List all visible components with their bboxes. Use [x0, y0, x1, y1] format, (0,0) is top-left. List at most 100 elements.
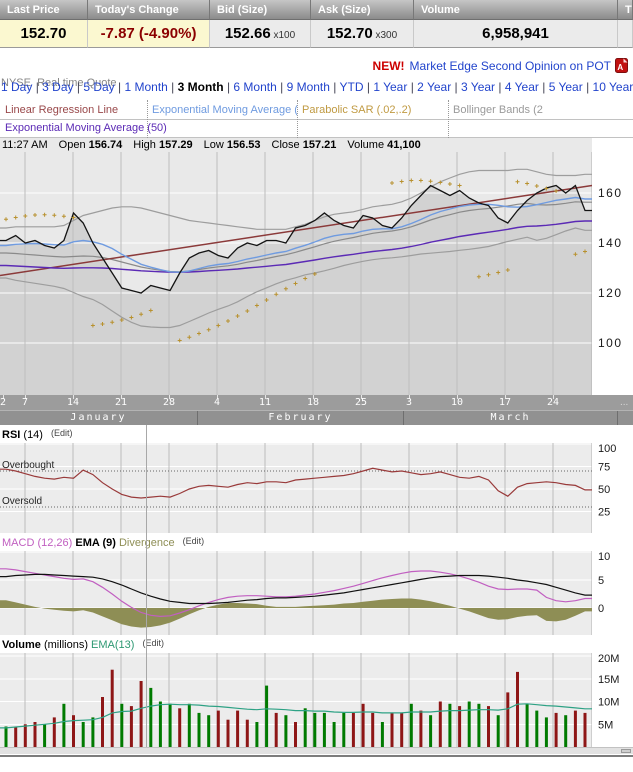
legend-linear-regression-line[interactable]: Linear Regression Line	[5, 104, 119, 116]
date-tick	[265, 395, 266, 399]
quote-size-bid-size: x100	[270, 30, 296, 41]
date-tick	[73, 395, 74, 399]
date-label-3: 3	[405, 397, 413, 408]
period-3-day[interactable]: 3 Day	[42, 80, 74, 94]
period-2-year[interactable]: 2 Year	[417, 80, 452, 94]
date-axis-band: 2 7 14 21 28 4 11 18 25 3 10 17 24...	[0, 395, 633, 410]
legend-exponential-moving-average-50[interactable]: Exponential Moving Average (50)	[5, 122, 167, 134]
period-5-year[interactable]: 5 Year	[548, 80, 583, 94]
date-tick	[361, 395, 362, 399]
bollinger-upper-line	[0, 168, 592, 230]
price-line	[0, 184, 592, 294]
quote-header-ask-size: Ask (Size)	[311, 0, 414, 20]
ohlc-time: 11:27 AM	[2, 139, 48, 151]
period-3-year[interactable]: 3 Year	[461, 80, 496, 94]
period-1-day[interactable]: 1 Day	[1, 80, 33, 94]
date-label-28: 28	[162, 397, 176, 408]
legend-parabolic-sar-02-2[interactable]: Parabolic SAR (.02,.2)	[302, 104, 412, 116]
quote-header-t: T	[618, 0, 633, 20]
macd-panel: 10 5 0	[0, 551, 633, 635]
period-5-day[interactable]: 5 Day	[83, 80, 115, 94]
date-label-11: 11	[258, 397, 272, 408]
volume-ema13-line	[0, 703, 592, 729]
rsi-panel: Overbought Oversold 100 75 50 25	[0, 443, 633, 533]
new-badge: NEW!	[372, 58, 405, 73]
date-tick	[313, 395, 314, 399]
time-range-tabs: 1 Day | 3 Day | 5 Day | 1 Month | 3 Mont…	[1, 80, 633, 94]
date-label-4: 4	[213, 397, 221, 408]
oversold-line-label: Oversold	[2, 496, 42, 507]
date-label-7: 7	[21, 397, 29, 408]
quote-column-volume: Volume 6,958,941	[414, 0, 618, 48]
date-label-10: 10	[450, 397, 464, 408]
table-cell-divider	[146, 425, 147, 747]
period-6-month[interactable]: 6 Month	[233, 80, 277, 94]
y-axis-label-100: 100	[598, 443, 616, 455]
period-separator: |	[329, 80, 340, 94]
legend-divider	[147, 100, 148, 138]
edit-rsi-link[interactable]: (Edit)	[50, 428, 73, 438]
panel-title-millions: (millions)	[40, 639, 88, 651]
quote-value-last-price: 152.70	[0, 20, 88, 48]
quote-header-volume: Volume	[414, 0, 618, 20]
month-january: January	[0, 411, 198, 425]
quote-value-bid-size: 152.66 x100	[210, 20, 311, 48]
rsi-line	[0, 467, 592, 499]
quote-header-today-s-change: Today's Change	[88, 0, 210, 20]
month-axis-band: January February March	[0, 410, 633, 425]
date-tick	[217, 395, 218, 399]
volume-panel: 20M 15M 10M 5M	[0, 653, 633, 747]
quote-header-bid-size: Bid (Size)	[210, 0, 311, 20]
macd-line	[0, 568, 592, 618]
period-1-year[interactable]: 1 Year	[373, 80, 408, 94]
macd-panel-header: MACD (12,26) EMA (9) Divergence(Edit)	[0, 533, 633, 551]
period-separator: |	[32, 80, 43, 94]
period-separator: |	[582, 80, 593, 94]
quote-column-ask-size: Ask (Size) 152.70 x300	[311, 0, 414, 48]
period-4-year[interactable]: 4 Year	[504, 80, 539, 94]
quote-value-today-s-change: -7.87 (-4.90%)	[88, 20, 210, 48]
legend-bollinger-bands-2[interactable]: Bollinger Bands (2	[453, 104, 543, 116]
ohlc-volume-label: Volume	[347, 139, 388, 151]
bollinger-lower-line	[0, 227, 592, 329]
pdf-icon[interactable]: A	[615, 58, 628, 73]
legend-exponential-moving-average-13[interactable]: Exponential Moving Average (13)	[152, 104, 297, 116]
period-9-month[interactable]: 9 Month	[286, 80, 330, 94]
panel-title-ema-13: EMA(13)	[87, 639, 135, 651]
date-label-21: 21	[114, 397, 128, 408]
edit-macd-link[interactable]: (Edit)	[182, 536, 205, 546]
ohlc-volume-value: 41,100	[387, 139, 421, 151]
indicator-legend-row-1: Linear Regression Line Exponential Moving…	[0, 100, 633, 120]
y-axis-label-10: 10	[598, 551, 610, 563]
period-3-month: 3 Month	[177, 80, 224, 94]
quote-column-today-s-change: Today's Change -7.87 (-4.90%)	[88, 0, 210, 48]
date-tick	[505, 395, 506, 399]
period-separator: |	[495, 80, 505, 94]
overbought-line-label: Overbought	[2, 460, 54, 471]
ema13-line	[0, 196, 592, 273]
ohlc-close-label: Close	[271, 139, 303, 151]
ohlc-open-value: 156.74	[88, 139, 123, 151]
date-tick	[169, 395, 170, 399]
edit-volume-link[interactable]: (Edit)	[142, 638, 164, 648]
y-axis-label-10m: 10M	[598, 697, 619, 709]
date-tick	[3, 395, 4, 399]
chart-bottom-strip	[0, 747, 633, 754]
y-axis-label-20m: 20M	[598, 653, 619, 665]
period-ytd[interactable]: YTD	[339, 80, 364, 94]
month-february: February	[198, 411, 404, 425]
y-axis-label-5m: 5M	[598, 719, 613, 731]
y-axis-label-140: 140	[598, 236, 623, 250]
exchange-label: NYSE Real time Quote	[1, 77, 117, 89]
y-axis-label-50: 50	[598, 484, 610, 496]
price-chart-panel: 160 140 120 100	[0, 152, 633, 395]
market-edge-link[interactable]: Market Edge Second Opinion on POT	[409, 58, 611, 73]
scrollbar-nub[interactable]	[621, 749, 631, 753]
period-1-month[interactable]: 1 Month	[124, 80, 168, 94]
period-10-year[interactable]: 10 Year	[592, 80, 633, 94]
date-label-24: 24	[546, 397, 560, 408]
period-separator: |	[363, 80, 374, 94]
quote-column-bid-size: Bid (Size) 152.66 x100	[210, 0, 311, 48]
y-axis-label-160: 160	[598, 186, 623, 200]
